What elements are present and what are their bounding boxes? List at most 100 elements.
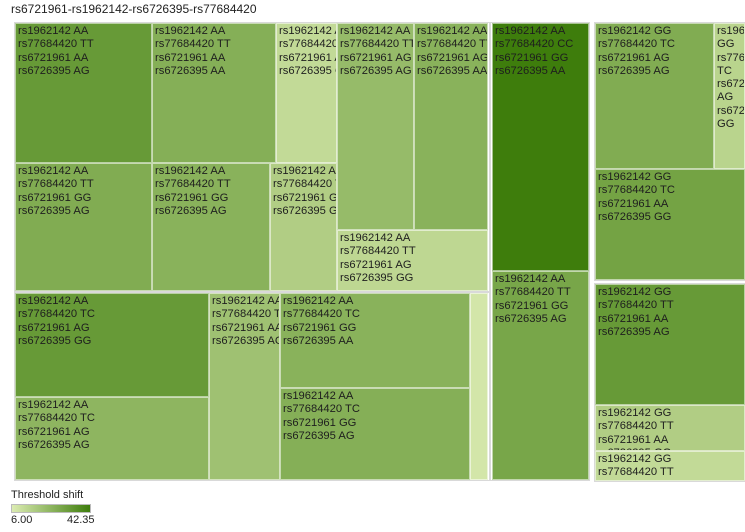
treemap-tile[interactable] (470, 293, 488, 480)
tile-label-line: rs77684420 TT (598, 299, 674, 312)
tile-label-line: rs1962142 AA (279, 25, 336, 37)
tile-label-line: rs77684420 TT (598, 420, 674, 433)
tile-label-line: rs77684420 TT (155, 38, 231, 51)
tile-label-line: rs77684420 TT (417, 38, 488, 51)
tile-label-line: rs6726395 AG (598, 325, 670, 338)
tile-label-line: rs77684420 TT (18, 178, 94, 191)
tile-label-line: rs6721961 AG (340, 258, 412, 271)
tile-label-line: AG (717, 91, 734, 104)
tile-label-line: rs77684420 TT (340, 245, 416, 258)
tile-label: rs1962142 AA rs77684420 TC rs6721961 GG rs6… (283, 295, 360, 348)
treemap-tile[interactable]: rs1962142 AA rs77684420 TC rs6721961 AG rs6… (15, 397, 209, 480)
tile-label-line: rs6726395 AG (18, 204, 90, 217)
tile-label-line: rs6721961 GG (495, 299, 569, 312)
tile-label-line: rs6721961 AA (212, 321, 280, 334)
tile-label: rs1962142 AA rs77684420 TT rs6721961 AG rs6… (340, 25, 414, 78)
tile-label-line: rs1962142 AA (18, 399, 89, 411)
tile-label-line: rs1962142 GG (598, 286, 672, 298)
tile-label-line: TC (717, 64, 732, 77)
tile-label: rs19621GGrs7768TCrs67219AGrs6726GG (717, 25, 745, 131)
tile-label-line: GG (717, 118, 735, 131)
tile-label-line: rs6721961 AG (598, 51, 670, 64)
tile-label-line: rs6726395 AA (417, 64, 488, 77)
tile-label: rs1962142 AA rs77684420 TT rs6721961 AG rs6… (417, 25, 488, 78)
treemap-tile[interactable]: rs1962142 AA rs77684420 TC rs6721961 AG rs6… (15, 293, 209, 397)
tile-label-line: rs6726395 GG (273, 204, 337, 217)
treemap-tile[interactable]: rs19621GGrs7768TCrs67219AGrs6726GG (714, 23, 745, 169)
tile-label-line: rs77684420 TT (598, 466, 674, 479)
tile-label-line: rs6721961 AG (417, 51, 488, 64)
tile-label-line: rs6721961 AG (340, 51, 412, 64)
tile-label-line: rs1962142 GG (598, 407, 672, 419)
tile-label-line: rs77684420 TT (340, 38, 414, 51)
tile-label-line: rs1962142 AA (340, 25, 411, 37)
color-legend: Threshold shift 6.00 42.35 (11, 489, 121, 529)
tile-label: rs1962142 GG rs77684420 TC rs6721961 AG rs6… (598, 25, 675, 78)
tile-label-line: rs6726395 GG (279, 64, 336, 77)
tile-label-line: rs77684420 TT (18, 38, 94, 51)
treemap-tile[interactable]: rs1962142 AA rs77684420 TT rs6721961 AG rs6… (337, 230, 488, 291)
tile-label-line: rs6726395 AA (495, 64, 566, 77)
treemap-tile[interactable]: rs1962142 GG rs77684420 TC rs6721961 AG rs6… (595, 23, 714, 169)
tile-label: rs1962142 AA rs77684420 TC rs6721961 GG rs6… (283, 390, 360, 443)
tile-label-line: rs77684420 TC (212, 308, 279, 321)
tile-label-line: rs77684420 TT (279, 38, 337, 51)
treemap-tile[interactable]: rs1962142 AA rs77684420 TT rs6721961 AG rs6… (337, 23, 414, 230)
tile-label-line: rs6726395 AG (495, 312, 567, 325)
treemap-tile[interactable]: rs1962142 GG rs77684420 TC rs6721961 AA rs6… (595, 169, 745, 280)
tile-label-line: rs1962142 AA (18, 295, 89, 307)
tile-label-line: rs77684420 TT (495, 286, 571, 299)
tile-label-line: rs6721961 AA (598, 433, 669, 446)
tile-label-line: rs6721961 GG (495, 51, 569, 64)
treemap-tile[interactable]: rs1962142 AA rs77684420 TT rs6721961 AG rs6… (414, 23, 488, 230)
tile-label-line: rs77684420 TT (155, 178, 231, 191)
tile-label-line: rs6726395 AG (18, 438, 90, 451)
treemap-tile[interactable]: rs1962142 AA rs77684420 TC rs6721961 GG rs6… (280, 293, 470, 388)
tile-label: rs1962142 AA rs77684420 TC rs6721961 AG rs6… (18, 399, 95, 452)
treemap-tile[interactable]: rs1962142 AA rs77684420 CC rs6721961 GG rs6… (492, 23, 589, 271)
tile-label-line: rs1962142 GG (598, 453, 672, 465)
tile-label-line: rs67219 (717, 78, 745, 91)
tile-label-line: rs1962142 AA (155, 165, 226, 177)
tile-label-line: rs1962142 AA (495, 273, 566, 285)
tile-label-line: rs6726395 GG (598, 447, 674, 450)
tile-label-line: rs6726395 AA (155, 64, 226, 77)
tile-label-line: rs1962142 GG (598, 171, 672, 183)
tile-label-line: rs6721961 GG (155, 191, 229, 204)
tile-label-line: rs1962142 AA (283, 390, 354, 402)
treemap-tile[interactable]: rs1962142 AA rs77684420 TC rs6721961 GG rs6… (280, 388, 470, 480)
tile-label-line: rs1962142 AA (340, 232, 411, 244)
tile-label-line: rs6721961 GG (273, 191, 337, 204)
tile-label-line: rs6721961 GG (18, 191, 92, 204)
tile-label-line: rs6721961 AG (18, 321, 90, 334)
tile-label-line: rs77684420 TC (598, 38, 675, 51)
tile-label: rs1962142 AA rs77684420 TT rs6721961 AG rs6… (340, 232, 416, 285)
tile-label-line: rs1962142 AA (155, 25, 226, 37)
tile-label-line: rs6721961 AA (155, 51, 226, 64)
tile-label-line: rs77684420 TC (18, 412, 95, 425)
tile-label-line: GG (717, 38, 735, 51)
tile-label-line: rs6721961 GG (283, 416, 357, 429)
tile-label-line: rs1962142 GG (598, 25, 672, 37)
tile-label-line: rs77684420 CC (495, 38, 574, 51)
tile-label-line: rs1962142 AA (417, 25, 488, 37)
tile-label-line: rs1962142 AA (18, 25, 89, 37)
